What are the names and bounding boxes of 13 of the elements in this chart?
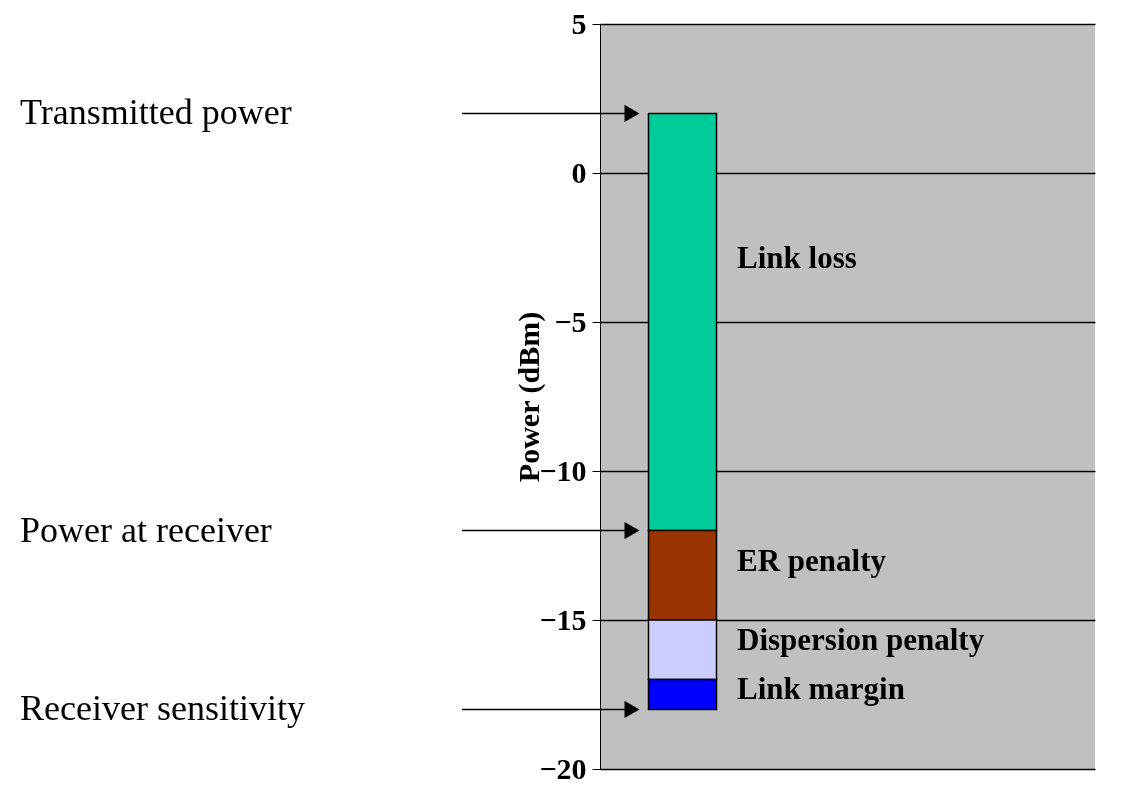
text: Power at receiver (20, 509, 272, 550)
y-tick-label: −10 (539, 453, 587, 487)
y-tick-label: −20 (539, 751, 587, 785)
text: Transmitted power (20, 92, 292, 133)
series-label: Link margin (737, 671, 905, 707)
text: Receiver sensitivity (20, 688, 305, 729)
y-tick-label: 0 (571, 155, 587, 189)
series-label: Dispersion penalty (737, 621, 985, 657)
y-tick-label: 5 (571, 6, 587, 40)
y-tick-label: −5 (554, 304, 587, 338)
series-label: ER penalty (737, 542, 887, 578)
y-tick-label: −15 (539, 602, 587, 636)
series-label: Link loss (737, 240, 857, 276)
